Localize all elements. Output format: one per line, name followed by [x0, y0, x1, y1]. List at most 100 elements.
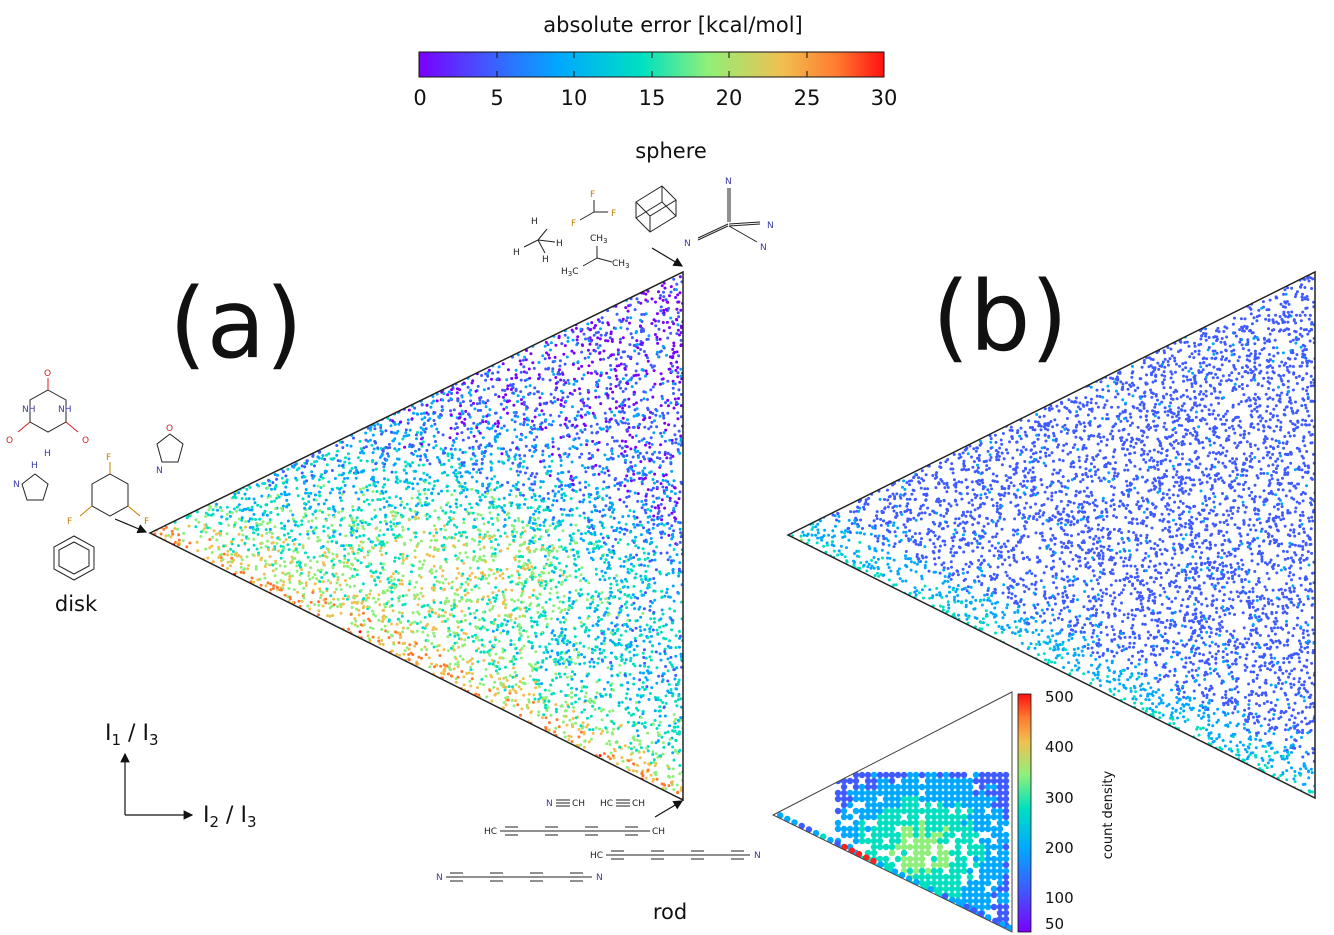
- scatter-point: [571, 548, 575, 552]
- scatter-point: [349, 612, 353, 616]
- scatter-point: [557, 606, 561, 610]
- scatter-point: [517, 516, 520, 520]
- scatter-point: [629, 479, 633, 483]
- scatter-point: [664, 637, 668, 641]
- scatter-point: [454, 502, 458, 506]
- scatter-point: [675, 553, 679, 557]
- scatter-point: [526, 566, 530, 570]
- scatter-point: [666, 411, 670, 415]
- scatter-point: [607, 563, 611, 567]
- scatter-point: [557, 672, 561, 676]
- scatter-point: [531, 361, 535, 365]
- scatter-point: [237, 517, 241, 521]
- scatter-point: [595, 383, 598, 387]
- scatter-point: [579, 443, 583, 447]
- scatter-point: [492, 572, 496, 576]
- scatter-point: [470, 672, 474, 676]
- scatter-point: [311, 591, 315, 594]
- scatter-point: [619, 564, 623, 568]
- scatter-point: [643, 628, 647, 632]
- scatter-point: [547, 642, 551, 646]
- scatter-point: [541, 449, 545, 453]
- scatter-point: [453, 634, 457, 638]
- scatter-point: [628, 321, 631, 325]
- scatter-point: [513, 689, 517, 693]
- scatter-point: [644, 502, 648, 506]
- scatter-point: [533, 480, 537, 484]
- scatter-point: [559, 464, 563, 467]
- scatter-point: [615, 364, 619, 368]
- scatter-point: [355, 607, 359, 611]
- scatter-point: [659, 617, 663, 621]
- scatter-point: [587, 337, 590, 341]
- scatter-point: [651, 452, 655, 456]
- scatter-point: [327, 602, 331, 605]
- scatter-point: [623, 477, 627, 481]
- scatter-point: [603, 561, 607, 564]
- scatter-point: [171, 532, 175, 536]
- scatter-point: [628, 645, 632, 649]
- scatter-point: [475, 600, 479, 604]
- scatter-point: [482, 595, 485, 599]
- scatter-point: [390, 633, 393, 637]
- scatter-point: [463, 481, 467, 485]
- scatter-point: [408, 481, 412, 485]
- scatter-point: [490, 477, 494, 481]
- scatter-point: [669, 655, 673, 659]
- scatter-point: [504, 588, 508, 592]
- scatter-point: [472, 524, 476, 528]
- scatter-point: [572, 382, 576, 386]
- scatter-point: [642, 390, 646, 394]
- scatter-point: [240, 528, 244, 532]
- scatter-point: [675, 783, 679, 787]
- scatter-point: [578, 488, 582, 492]
- scatter-point: [618, 538, 622, 542]
- scatter-point: [568, 542, 572, 546]
- scatter-point: [563, 344, 567, 348]
- scatter-point: [632, 584, 636, 588]
- scatter-point: [347, 595, 351, 599]
- scatter-point: [366, 630, 370, 634]
- scatter-point: [324, 601, 328, 605]
- scatter-point: [601, 514, 604, 518]
- scatter-point: [454, 554, 458, 558]
- scatter-point: [517, 465, 521, 469]
- scatter-point: [566, 336, 570, 340]
- scatter-point: [442, 669, 446, 673]
- scatter-point: [544, 418, 548, 422]
- scatter-point: [643, 508, 647, 512]
- scatter-point: [371, 433, 375, 437]
- scatter-point: [623, 367, 627, 371]
- scatter-point: [210, 551, 214, 554]
- scatter-point: [418, 498, 422, 502]
- scatter-point: [654, 300, 657, 304]
- scatter-point: [653, 709, 657, 713]
- scatter-point: [645, 685, 649, 689]
- scatter-point: [674, 738, 678, 742]
- scatter-point: [323, 469, 327, 473]
- scatter-point: [511, 391, 515, 395]
- scatter-point: [357, 613, 361, 617]
- scatter-point: [365, 593, 369, 597]
- scatter-point: [568, 718, 572, 722]
- scatter-point: [501, 576, 505, 580]
- scatter-point: [573, 648, 576, 652]
- scatter-point: [642, 414, 646, 418]
- scatter-point: [352, 596, 356, 600]
- scatter-point: [549, 348, 552, 352]
- scatter-point: [494, 638, 497, 642]
- scatter-point: [567, 599, 571, 603]
- scatter-point: [488, 648, 492, 652]
- scatter-point: [463, 614, 467, 617]
- scatter-point: [474, 584, 478, 588]
- scatter-point: [619, 362, 623, 366]
- scatter-point: [425, 552, 429, 556]
- scatter-point: [231, 550, 235, 553]
- scatter-point: [647, 585, 651, 589]
- scatter-point: [496, 446, 500, 450]
- scatter-point: [585, 725, 589, 729]
- scatter-point: [271, 569, 275, 573]
- scatter-point: [668, 724, 672, 728]
- scatter-point: [599, 545, 603, 549]
- scatter-point: [395, 652, 399, 656]
